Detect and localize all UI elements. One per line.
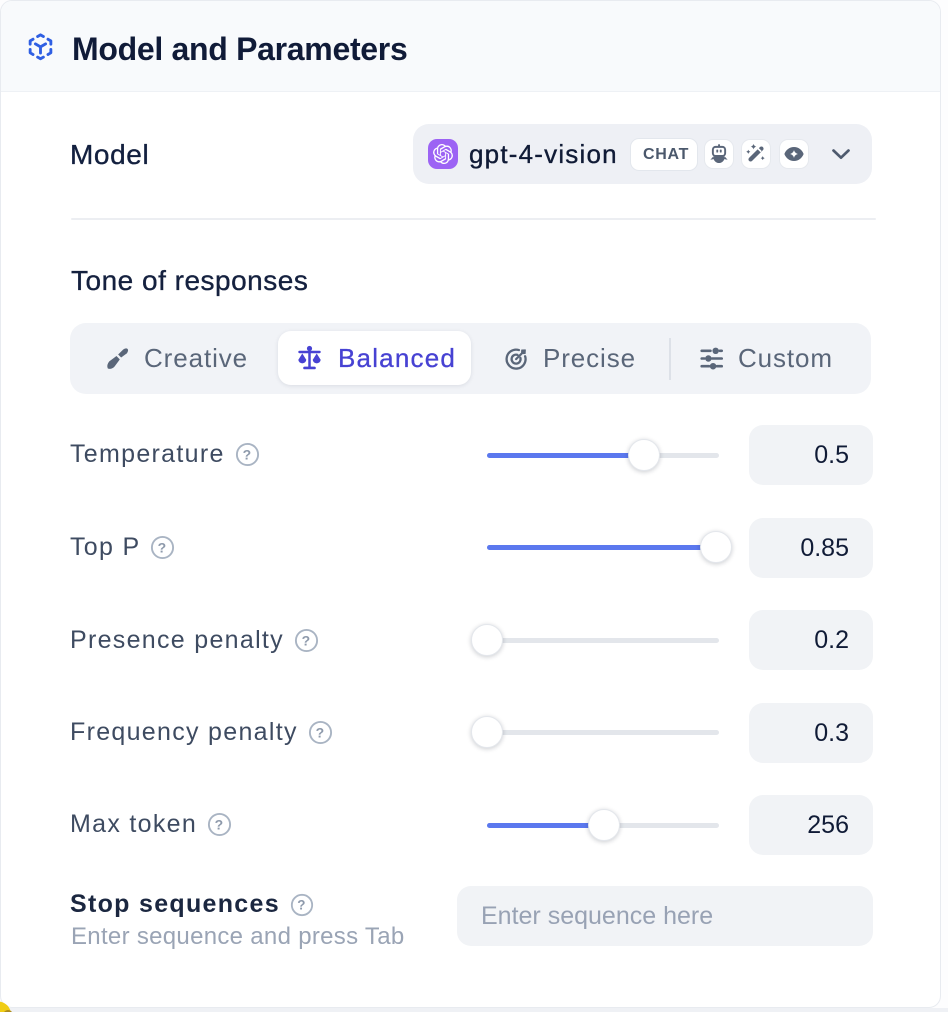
svg-text:?: ? bbox=[297, 897, 306, 912]
svg-text:?: ? bbox=[315, 724, 325, 740]
svg-text:?: ? bbox=[158, 539, 168, 555]
svg-text:?: ? bbox=[302, 632, 312, 648]
svg-text:?: ? bbox=[215, 816, 225, 832]
svg-text:?: ? bbox=[242, 446, 252, 462]
